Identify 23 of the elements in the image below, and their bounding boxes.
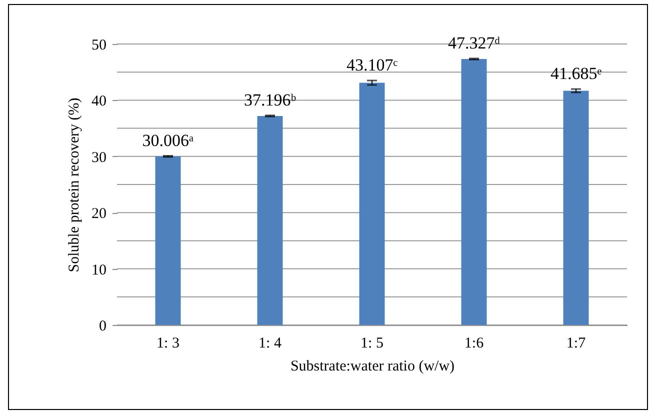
x-tick-label: 1: 3 — [156, 336, 180, 352]
bar — [257, 116, 283, 325]
y-tick-label: 0 — [99, 318, 106, 334]
data-label: 30.006ᵃ — [142, 130, 194, 150]
y-tick-label: 40 — [92, 94, 106, 110]
y-tick-label: 50 — [92, 38, 106, 54]
y-tick-label: 20 — [92, 206, 106, 222]
x-tick-label: 1:7 — [566, 336, 586, 352]
data-label: 43.107ᶜ — [346, 55, 398, 74]
y-tick-label: 30 — [92, 150, 106, 166]
data-label: 41.685ᵉ — [550, 64, 602, 84]
bar — [155, 156, 181, 325]
data-label: 47.327ᵈ — [448, 33, 500, 52]
bar — [461, 59, 487, 325]
x-axis-title: Substrate:water ratio (w/w) — [290, 358, 455, 374]
x-tick-label: 1: 4 — [258, 336, 282, 352]
y-axis-title: Soluble protein recovery (%) — [66, 98, 82, 272]
bar — [359, 82, 385, 325]
x-tick-label: 1:6 — [464, 336, 484, 352]
x-tick-label: 1: 5 — [360, 336, 384, 352]
bar — [563, 90, 589, 325]
y-tick-label: 10 — [92, 262, 106, 278]
data-label: 37.196ᵇ — [244, 90, 296, 110]
